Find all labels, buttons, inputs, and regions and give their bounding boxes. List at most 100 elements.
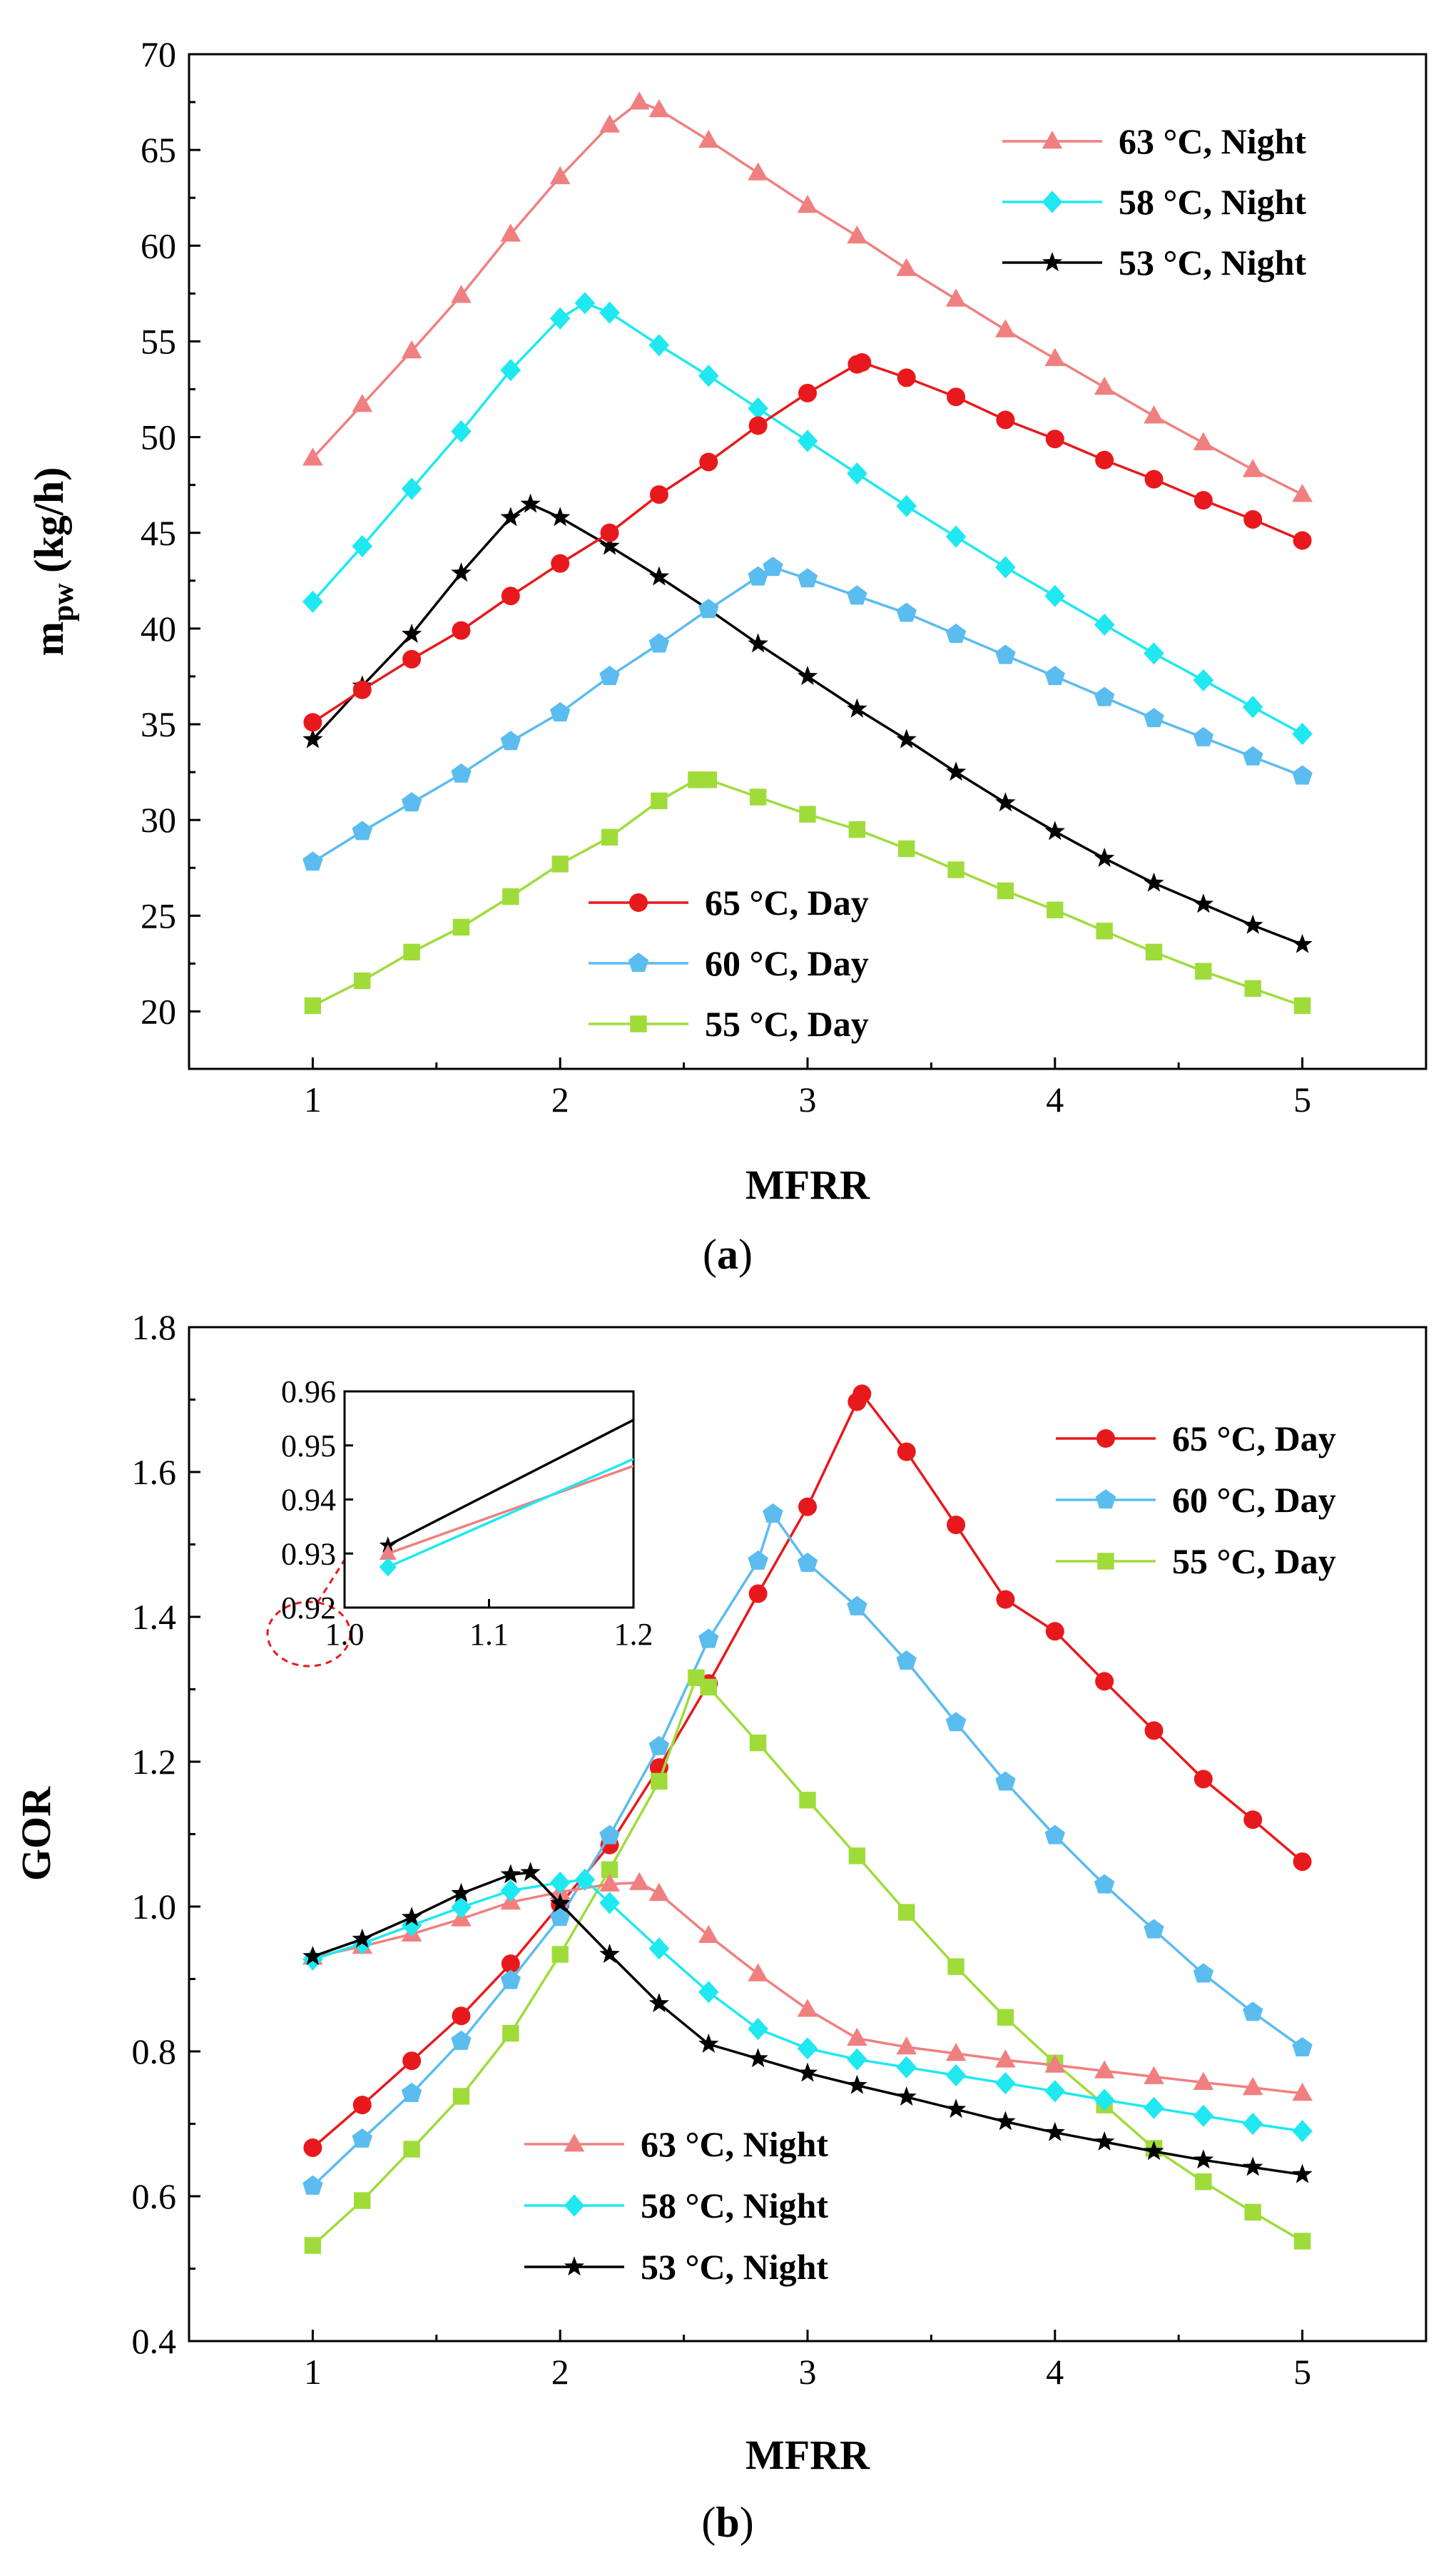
- a-series-65-c-day-line: [312, 361, 1303, 724]
- b-y-tick-label: 0.6: [132, 2176, 177, 2216]
- a-series-55-c-day-point: [354, 972, 371, 990]
- b-y-tick-label: 0.8: [132, 2031, 177, 2071]
- b-series-53-c-night-point: [698, 2033, 719, 2053]
- a-series-60-c-day-point: [995, 644, 1016, 664]
- b-legend-item-55-c-day: 55 °C, Day: [1056, 1541, 1336, 1581]
- a-series-60-c-day-point: [599, 666, 620, 686]
- b-x-tick-label: 2: [551, 2352, 569, 2392]
- a-series-58-c-night-point: [401, 477, 422, 500]
- b-legend-label: 55 °C, Day: [1172, 1541, 1336, 1581]
- a-series-55-c-day-point: [304, 997, 322, 1015]
- b-series-65-c-day-point: [1095, 1672, 1114, 1691]
- b-series-65-c-day-line: [312, 1391, 1303, 2149]
- b-series-63-c-night-point: [698, 1924, 719, 1943]
- inset-x-tick-label: 1.0: [325, 1617, 365, 1652]
- a-series-53-c-night-point: [1044, 821, 1065, 841]
- a-series-63-c-night-point: [549, 166, 571, 185]
- a-caption: (a): [703, 1231, 753, 1278]
- a-series-58-c-night-point: [1242, 696, 1263, 719]
- a-series-58-c-night-point: [995, 556, 1016, 579]
- a-series-60-c-day-point: [1144, 708, 1164, 728]
- a-series-58-c-night-point: [549, 307, 571, 330]
- a-legend-label: 55 °C, Day: [705, 1004, 869, 1044]
- b-legend-item-65-c-day: 65 °C, Day: [1056, 1418, 1336, 1458]
- a-series-58-c-night-point: [797, 430, 818, 452]
- a-series-55-c-day-point: [601, 828, 618, 846]
- inset-x-tick-label: 1.2: [614, 1617, 653, 1652]
- a-series-60-c-day-point: [748, 566, 768, 586]
- b-legend-swatch-marker: [1095, 1489, 1116, 1509]
- a-series-63-c-night-point: [628, 91, 650, 110]
- b-series-60-c-day-point: [763, 1503, 783, 1523]
- b-series-53-c-night-line: [312, 1871, 1303, 2176]
- b-series-63-c-night-point: [896, 2036, 917, 2055]
- a-series-63-c-night-point: [1144, 405, 1164, 424]
- a-legend-item-65-c-day: 65 °C, Day: [589, 883, 869, 923]
- b-y-axis-title: GOR: [13, 1786, 59, 1881]
- a-series-53-c-night-point: [599, 535, 620, 555]
- a-legend-swatch-marker: [629, 893, 648, 912]
- a-series-53-c-night-point: [1243, 914, 1263, 934]
- b-series-53-c-night-point: [500, 1864, 521, 1884]
- a-legend-label: 60 °C, Day: [705, 943, 869, 983]
- a-series-60-c-day-point: [302, 851, 323, 871]
- a-x-tick-label: 1: [304, 1080, 322, 1120]
- b-series-58-c-night-point: [1044, 2080, 1066, 2103]
- b-series-53-c-night-point: [401, 1907, 422, 1927]
- a-caption-open: (: [703, 1231, 717, 1278]
- inset-series-58-c-night-line: [387, 1458, 634, 1568]
- b-series-55-c-day-point: [700, 1678, 717, 1696]
- a-series-65-c-day-point: [1045, 430, 1064, 449]
- b-series-55-c-day-point: [551, 1946, 569, 1963]
- a-y-tick-label: 70: [141, 34, 176, 74]
- b-legend-label: 58 °C, Night: [641, 2186, 828, 2226]
- b-series-55-c-day-point: [502, 2024, 519, 2042]
- a-y-label-unit: (kg/h): [26, 467, 72, 584]
- a-series-58-c-night-point: [1292, 722, 1313, 746]
- b-series-65-c-day-point: [452, 2006, 471, 2026]
- a-series-58-c-night-point: [451, 420, 472, 443]
- a-legend-label: 58 °C, Night: [1119, 182, 1306, 222]
- b-series-63-c-night-point: [1044, 2054, 1066, 2073]
- a-series-53-c-night-point: [648, 566, 670, 586]
- b-series-65-c-day-point: [402, 2051, 422, 2071]
- a-series-55-c-day-point: [1096, 923, 1113, 940]
- a-y-label-sub: pw: [47, 583, 80, 621]
- a-series-58-c-night-point: [748, 397, 768, 420]
- b-series-53-c-night-point: [352, 1928, 372, 1948]
- a-series-65-c-day-point: [897, 368, 916, 387]
- a-series-58-c-night-point: [847, 462, 867, 485]
- b-series-53-c-night-point: [1193, 2149, 1214, 2169]
- a-series-60-c-day-point: [500, 731, 521, 751]
- a-series-58-c-night-point: [574, 292, 596, 315]
- a-series-58-c-night-point: [500, 359, 521, 382]
- b-series-65-c-day-point: [501, 1954, 520, 1974]
- inset-y-tick-label: 0.96: [281, 1374, 336, 1409]
- inset-plot: 1.0 1.1 1.2 0.92 0.93 0.94 0.95 0.96: [281, 1374, 653, 1652]
- b-series-60-c-day-point: [1094, 1874, 1115, 1894]
- b-y-tick-label: 1.2: [132, 1742, 177, 1782]
- b-series-65-c-day-point: [748, 1584, 768, 1603]
- a-series-65-c-day-point: [303, 713, 322, 732]
- b-series-60-c-day-point: [1144, 1919, 1164, 1939]
- inset-series-58-c-night-point: [379, 1558, 397, 1577]
- a-series-65-c-day-point: [649, 485, 668, 504]
- b-series-55-c-day-point: [354, 2192, 371, 2209]
- b-series-58-c-night-point: [896, 2056, 917, 2079]
- b-series-60-c-day-point: [451, 2030, 472, 2050]
- b-series-53-c-night-point: [1243, 2156, 1263, 2176]
- b-series-63-c-night-point: [599, 1873, 620, 1892]
- b-series-58-c-night-point: [698, 1981, 719, 2004]
- a-series-58-c-night-point: [1193, 669, 1214, 691]
- a-series-53-c-night-point: [1193, 893, 1214, 913]
- b-x-tick-label: 5: [1293, 2352, 1311, 2392]
- a-series-63-c-night-point: [896, 258, 917, 276]
- b-legend-swatch-marker: [1097, 1553, 1114, 1570]
- a-series-63-c-night-point: [648, 98, 670, 118]
- a-series-65-c-day-point: [852, 352, 872, 372]
- b-series-55-c-day-point: [1195, 2173, 1212, 2191]
- a-series-63-c-night-point: [698, 129, 719, 148]
- b-series-65-c-day-point: [996, 1590, 1015, 1609]
- b-series-53-c-night-point: [550, 1893, 571, 1912]
- a-y-tick-label: 65: [141, 130, 176, 170]
